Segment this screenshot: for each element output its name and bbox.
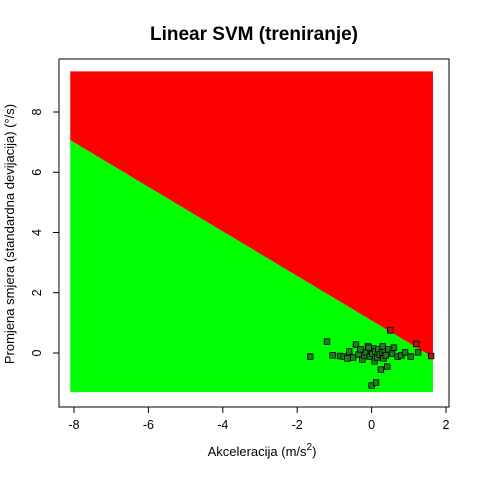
data-point — [377, 366, 385, 373]
data-point — [329, 352, 336, 359]
data-point — [372, 379, 380, 386]
data-point — [427, 352, 435, 360]
data-point — [414, 349, 422, 356]
x-axis-label: Akceleracija (m/s2) — [208, 442, 317, 459]
x-tick-label: -8 — [68, 418, 79, 432]
data-point — [390, 344, 398, 351]
data-point — [413, 340, 420, 348]
y-axis-label: Promjena smjera (standardna devijacija) … — [2, 104, 17, 364]
y-axis: 0 2 4 6 8 — [30, 108, 60, 356]
data-point — [323, 338, 331, 345]
data-point — [407, 353, 414, 360]
x-tick-label: 0 — [368, 418, 375, 432]
data-point — [386, 327, 394, 334]
y-tick-label: 2 — [30, 289, 44, 296]
data-point — [388, 350, 396, 357]
decision-regions — [70, 71, 433, 393]
x-tick-label: -4 — [217, 418, 228, 432]
data-point — [307, 353, 314, 360]
y-tick-label: 0 — [30, 349, 44, 356]
data-point — [382, 352, 389, 359]
x-tick-label: 2 — [443, 418, 450, 432]
x-tick-label: -2 — [292, 418, 303, 432]
green-region — [70, 140, 433, 393]
data-point — [349, 354, 357, 361]
data-point — [401, 349, 409, 356]
x-axis: -8 -6 -4 -2 0 2 — [68, 406, 450, 432]
data-point — [365, 344, 372, 351]
y-tick-label: 4 — [30, 229, 44, 236]
y-tick-label: 6 — [30, 169, 44, 176]
data-point — [379, 343, 386, 350]
data-point — [344, 355, 351, 362]
data-point — [384, 363, 391, 370]
data-point — [357, 346, 364, 353]
x-tick-label: -6 — [143, 418, 154, 432]
y-tick-label: 8 — [30, 108, 44, 115]
data-point — [352, 341, 360, 348]
data-points — [307, 327, 435, 389]
red-region — [70, 71, 433, 358]
chart-title: Linear SVM (treniranje) — [150, 24, 358, 45]
data-point — [346, 348, 353, 355]
